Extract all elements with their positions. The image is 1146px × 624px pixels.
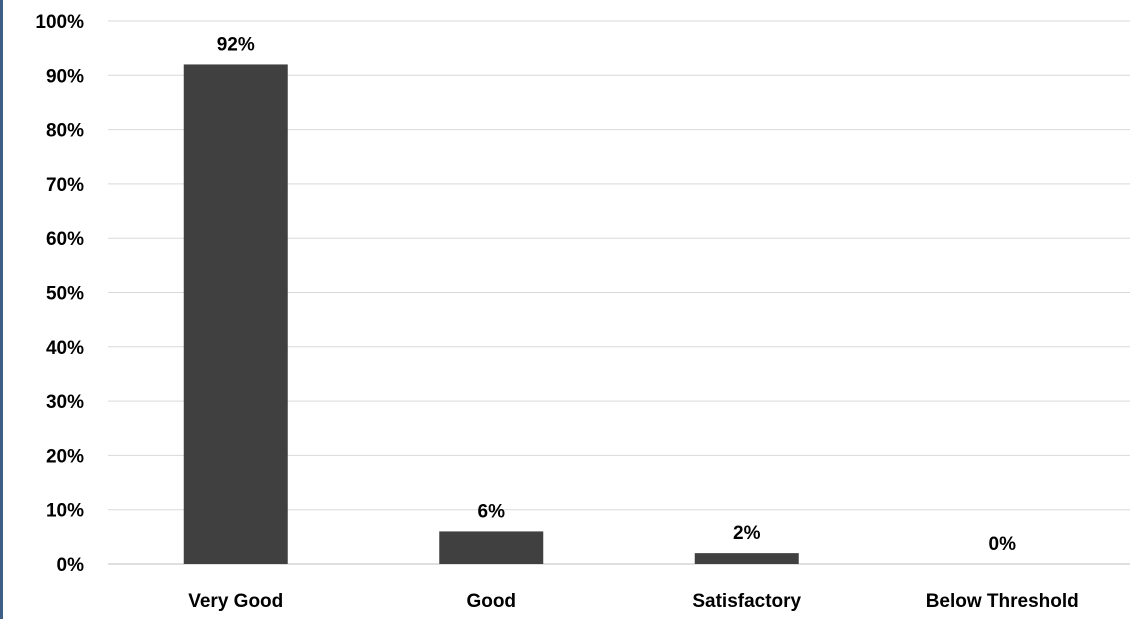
bar bbox=[439, 531, 544, 564]
y-tick-label: 10% bbox=[46, 501, 84, 522]
y-tick-label: 90% bbox=[46, 66, 84, 87]
data-label: 6% bbox=[478, 501, 506, 522]
x-axis-category-labels: Very Good Good Satisfactory Below Threshold bbox=[188, 591, 1079, 612]
category-label: Very Good bbox=[188, 591, 283, 612]
bar bbox=[183, 64, 288, 564]
y-tick-label: 0% bbox=[57, 555, 85, 576]
data-label: 92% bbox=[217, 34, 255, 55]
data-label: 0% bbox=[989, 534, 1017, 555]
data-labels: 92% 6% 2% 0% bbox=[217, 34, 1016, 555]
window-left-edge bbox=[0, 0, 3, 619]
category-label: Satisfactory bbox=[692, 591, 801, 612]
bar bbox=[694, 553, 799, 564]
y-tick-label: 30% bbox=[46, 392, 84, 413]
y-tick-label: 100% bbox=[35, 12, 84, 33]
category-label: Below Threshold bbox=[926, 591, 1079, 612]
data-label: 2% bbox=[733, 523, 761, 544]
y-axis-tick-labels: 0% 10% 20% 30% 40% 50% 60% 70% 80% 90% 100% bbox=[35, 12, 84, 576]
y-tick-label: 80% bbox=[46, 121, 84, 142]
y-tick-label: 20% bbox=[46, 446, 84, 467]
bars bbox=[183, 64, 799, 564]
y-tick-label: 50% bbox=[46, 284, 84, 305]
category-label: Good bbox=[466, 591, 516, 612]
y-tick-label: 70% bbox=[46, 175, 84, 196]
y-tick-label: 60% bbox=[46, 229, 84, 250]
y-tick-label: 40% bbox=[46, 338, 84, 359]
